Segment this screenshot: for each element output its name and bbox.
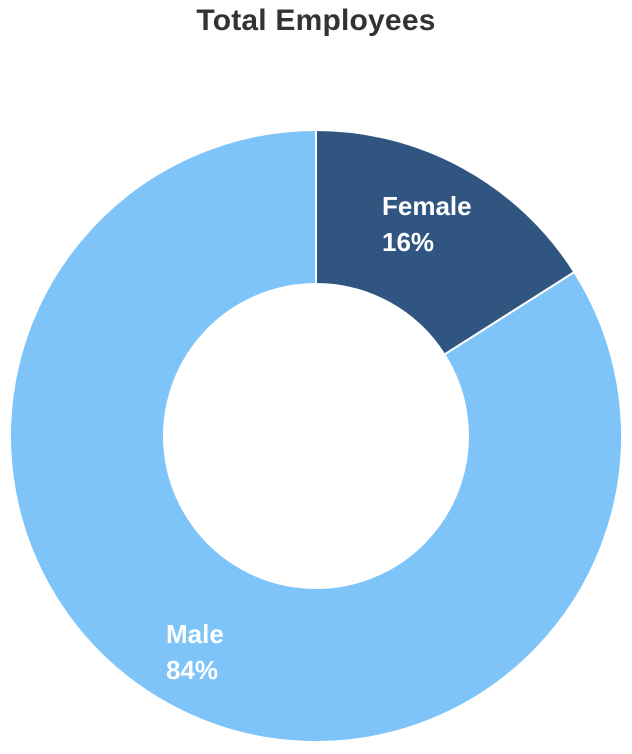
slice-label-male: Male [166,619,224,649]
slice-male [9,129,623,743]
slice-value-female: 16% [382,227,434,257]
chart-title: Total Employees [196,4,436,37]
slice-value-male: 84% [166,655,218,685]
slice-label-female: Female [382,191,472,221]
slice-female [315,129,576,356]
